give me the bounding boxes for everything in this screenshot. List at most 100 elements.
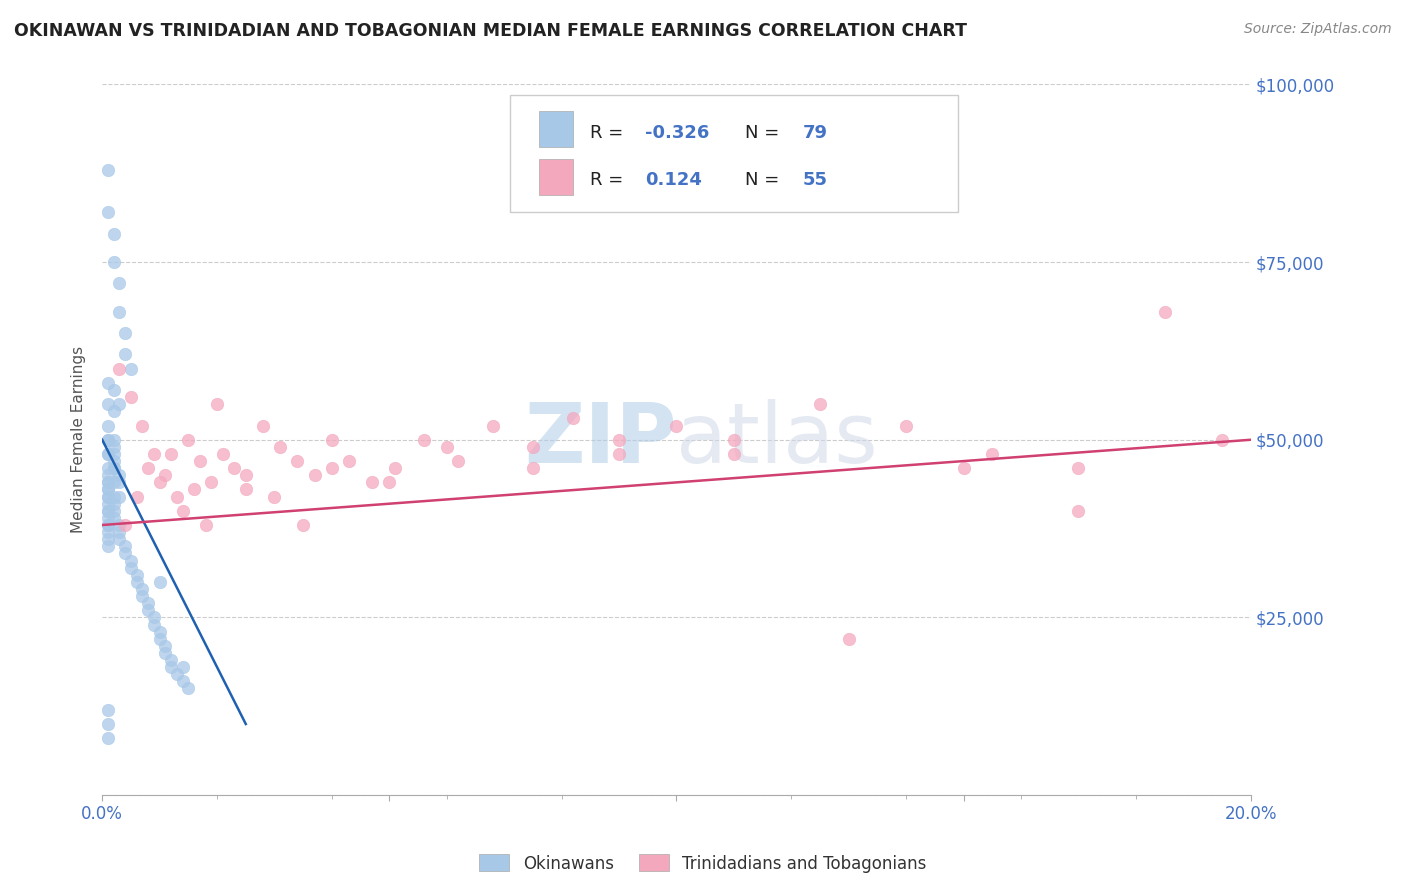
Point [103, 227, 125, 241]
Point [562, 411, 585, 425]
FancyBboxPatch shape [538, 112, 574, 147]
Point [97, 525, 120, 540]
Point [97, 518, 120, 533]
Point [114, 347, 136, 361]
Point [136, 603, 159, 617]
Y-axis label: Median Female Earnings: Median Female Earnings [72, 346, 86, 533]
FancyBboxPatch shape [538, 159, 574, 194]
Point [97, 418, 120, 433]
Text: Source: ZipAtlas.com: Source: ZipAtlas.com [1244, 22, 1392, 37]
Point [292, 518, 315, 533]
Point [120, 560, 142, 574]
Point [103, 490, 125, 504]
Point [224, 461, 246, 475]
Point [149, 632, 172, 646]
Point [142, 610, 165, 624]
Text: -0.326: -0.326 [645, 124, 710, 142]
Point [155, 639, 177, 653]
Point [1067, 504, 1090, 518]
Point [723, 433, 745, 447]
Point [114, 326, 136, 340]
Point [321, 433, 343, 447]
Point [97, 483, 120, 497]
Point [131, 418, 153, 433]
Point [97, 497, 120, 511]
Point [263, 490, 285, 504]
Point [114, 546, 136, 560]
Text: R =: R = [591, 124, 630, 142]
Point [97, 447, 120, 461]
Point [125, 574, 148, 589]
Point [337, 454, 360, 468]
Point [304, 468, 326, 483]
Point [838, 632, 860, 646]
Point [1211, 433, 1233, 447]
Point [97, 468, 120, 483]
Text: OKINAWAN VS TRINIDADIAN AND TOBAGONIAN MEDIAN FEMALE EARNINGS CORRELATION CHART: OKINAWAN VS TRINIDADIAN AND TOBAGONIAN M… [14, 22, 967, 40]
Point [97, 447, 120, 461]
Point [120, 553, 142, 567]
Point [97, 205, 120, 219]
Point [97, 376, 120, 390]
Point [103, 440, 125, 454]
Text: N =: N = [745, 124, 786, 142]
Point [97, 475, 120, 490]
Legend: Okinawans, Trinidadians and Tobagonians: Okinawans, Trinidadians and Tobagonians [472, 847, 934, 880]
Point [108, 397, 131, 411]
Point [723, 447, 745, 461]
Point [97, 397, 120, 411]
Point [97, 518, 120, 533]
Point [200, 475, 222, 490]
FancyBboxPatch shape [510, 95, 957, 212]
Point [149, 574, 172, 589]
Point [149, 475, 172, 490]
Point [142, 447, 165, 461]
Point [97, 162, 120, 177]
Point [665, 418, 688, 433]
Point [378, 475, 401, 490]
Point [166, 667, 188, 681]
Point [1067, 461, 1090, 475]
Point [436, 440, 458, 454]
Text: atlas: atlas [676, 400, 879, 480]
Point [108, 305, 131, 319]
Text: ZIP: ZIP [524, 400, 676, 480]
Point [103, 461, 125, 475]
Point [103, 454, 125, 468]
Point [103, 433, 125, 447]
Point [103, 447, 125, 461]
Point [808, 397, 831, 411]
Point [97, 490, 120, 504]
Point [97, 717, 120, 731]
Point [172, 660, 194, 674]
Point [177, 433, 200, 447]
Point [120, 390, 142, 404]
Point [287, 454, 309, 468]
Point [172, 674, 194, 689]
Point [103, 504, 125, 518]
Point [97, 533, 120, 547]
Point [97, 433, 120, 447]
Text: 79: 79 [803, 124, 828, 142]
Point [108, 533, 131, 547]
Point [114, 518, 136, 533]
Point [108, 490, 131, 504]
Point [149, 624, 172, 639]
Point [160, 653, 183, 667]
Text: 55: 55 [803, 171, 828, 189]
Point [1153, 305, 1175, 319]
Point [384, 461, 406, 475]
Point [177, 681, 200, 696]
Point [108, 277, 131, 291]
Point [103, 511, 125, 525]
Point [97, 539, 120, 553]
Point [160, 660, 183, 674]
Point [481, 418, 503, 433]
Point [120, 361, 142, 376]
Point [607, 433, 630, 447]
Point [97, 731, 120, 746]
Point [108, 361, 131, 376]
Point [97, 703, 120, 717]
Point [522, 461, 544, 475]
Point [108, 475, 131, 490]
